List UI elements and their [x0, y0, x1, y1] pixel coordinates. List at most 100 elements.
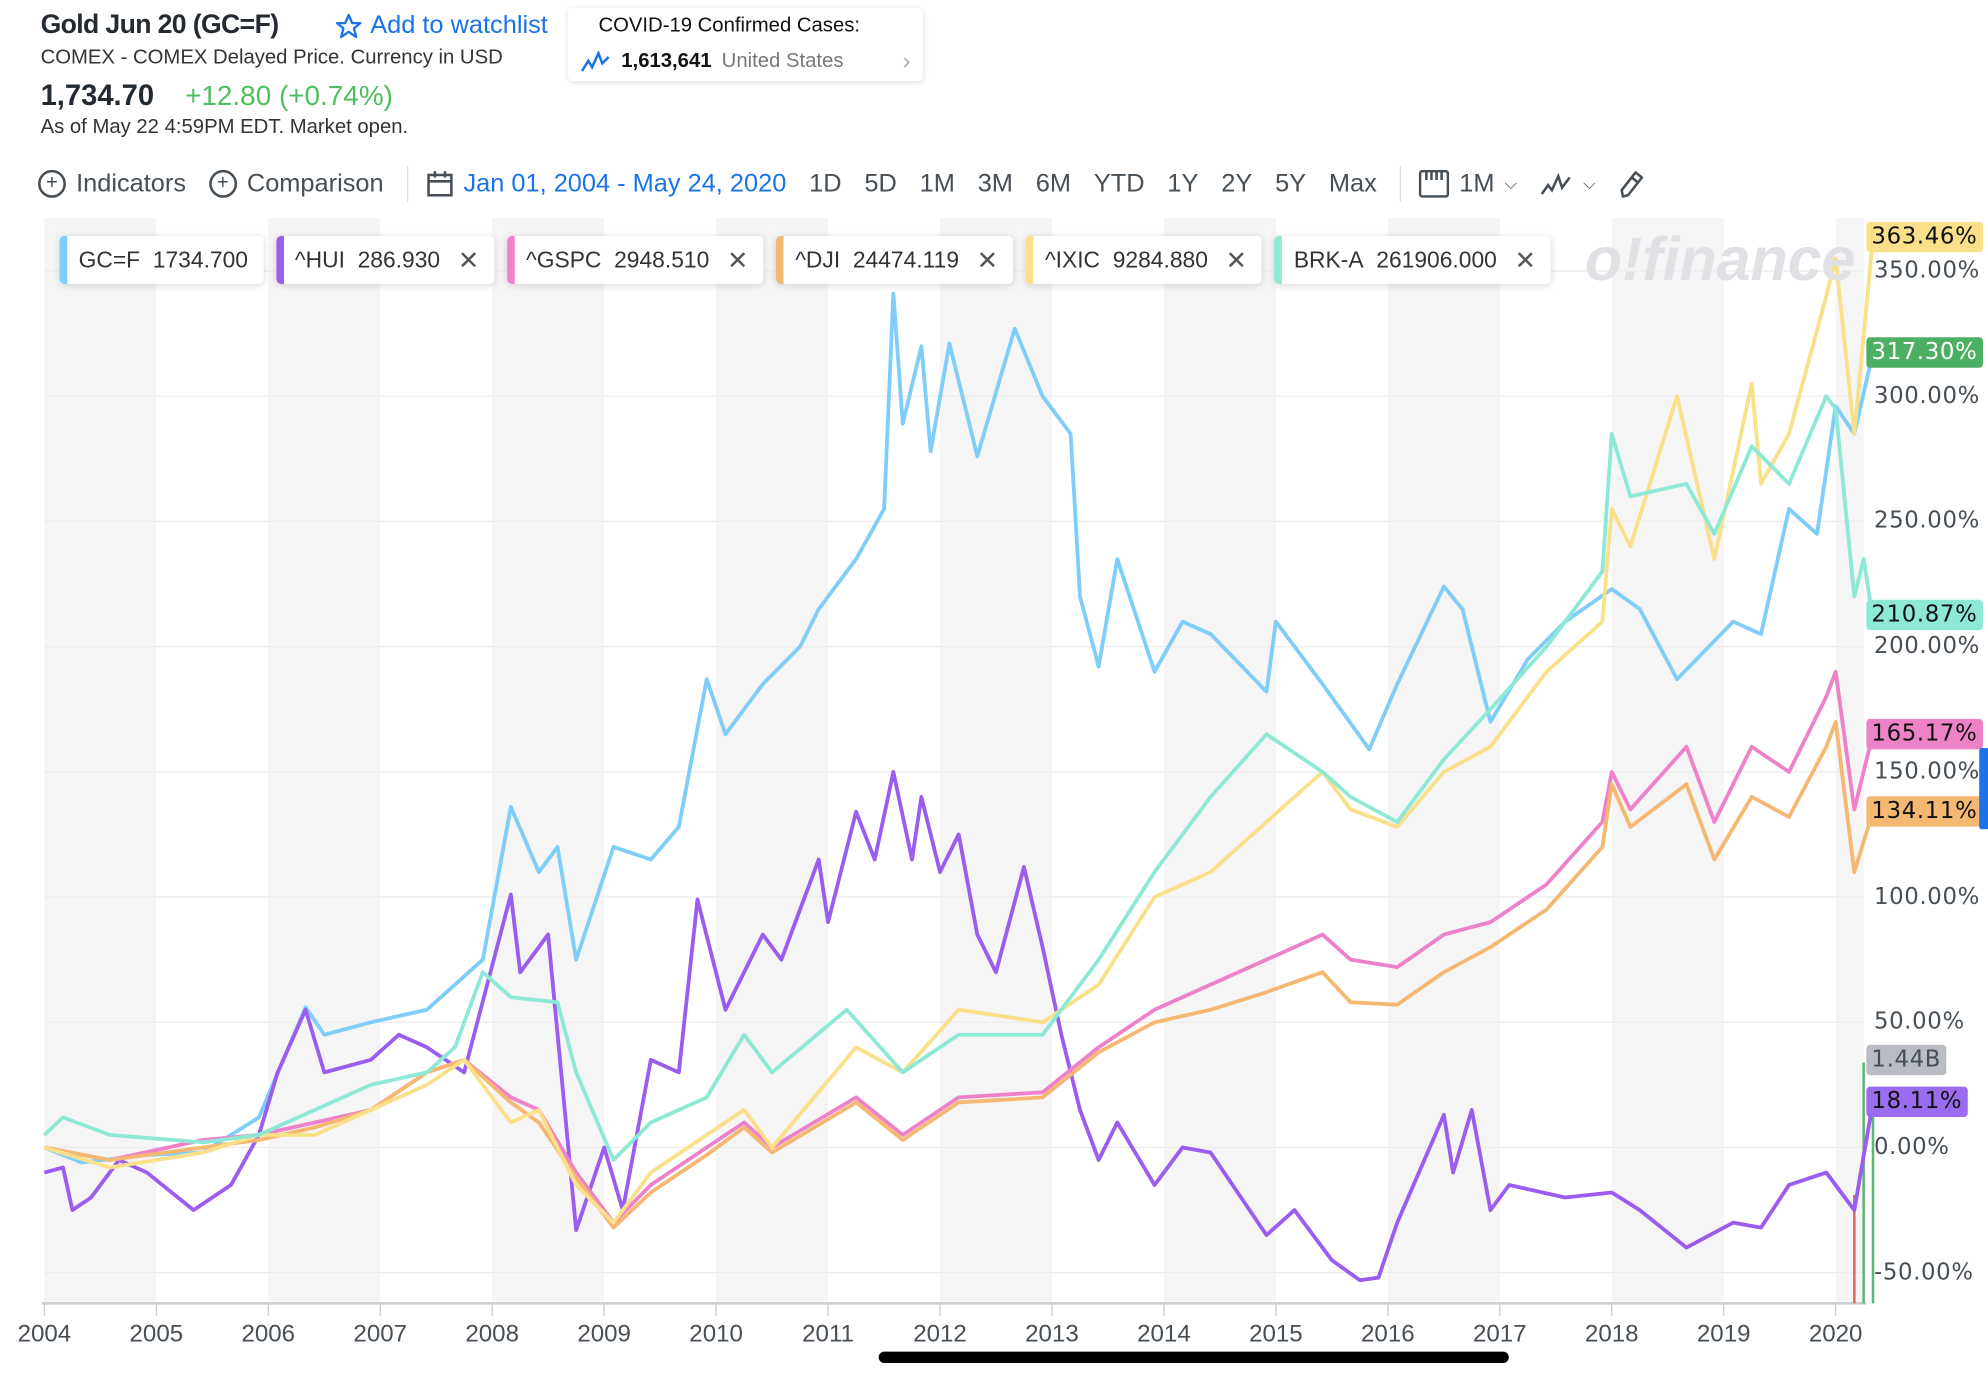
series-line-dji: [44, 719, 1875, 1230]
legend-chip-brka[interactable]: BRK-A 261906.000 ✕: [1274, 235, 1552, 285]
calendar-icon: [426, 171, 453, 197]
price-change: +12.80 (+0.74%): [185, 79, 393, 112]
y-tick-label: 100.00%: [1873, 883, 1980, 910]
chevron-down-icon: ⌵: [1504, 173, 1518, 193]
plus-circle-icon: +: [38, 169, 66, 198]
end-value-tag: 317.30%: [1866, 337, 1983, 369]
pencil-icon: [1620, 171, 1644, 198]
legend-label: ^GSPC 2948.510: [526, 246, 710, 272]
series-color-swatch: [776, 235, 784, 285]
end-value-tag: 363.46%: [1866, 222, 1983, 253]
legend-chip-gcf[interactable]: GC=F 1734.700: [59, 235, 264, 285]
trend-icon: [580, 50, 610, 72]
x-tick-label: 2017: [1472, 1321, 1527, 1348]
current-price: 1,734.70: [40, 78, 155, 112]
watchlist-label: Add to watchlist: [370, 11, 548, 40]
range-1y[interactable]: 1Y: [1167, 169, 1199, 198]
close-icon[interactable]: ✕: [1225, 246, 1247, 275]
y-tick-label: 50.00%: [1873, 1008, 1965, 1035]
range-2y[interactable]: 2Y: [1221, 169, 1253, 198]
comparison-button[interactable]: + Comparison: [208, 169, 384, 198]
x-tick-label: 2004: [17, 1321, 72, 1348]
interval-label: 1M: [1459, 169, 1495, 198]
divider: [1399, 166, 1401, 202]
legend-label: ^DJI 24474.119: [795, 246, 960, 272]
range-1d[interactable]: 1D: [809, 169, 842, 198]
candle-interval-icon: [1418, 169, 1450, 198]
end-value-tag: 18.11%: [1866, 1086, 1968, 1118]
series-color-swatch: [59, 235, 68, 285]
covid-widget[interactable]: COVID-19 Confirmed Cases: 1,613,641 Unit…: [568, 8, 923, 82]
interval-dropdown[interactable]: 1M ⌵: [1418, 169, 1518, 198]
year-band: [268, 218, 381, 1304]
range-5d[interactable]: 5D: [864, 169, 897, 198]
legend: GC=F 1734.700 ^HUI 286.930 ✕ ^GSPC 2948.510…: [59, 235, 1552, 285]
y-tick-label: 250.00%: [1873, 507, 1980, 535]
x-tick-label: 2012: [913, 1321, 967, 1348]
covid-country: United States: [721, 50, 844, 73]
comparison-label: Comparison: [246, 169, 384, 198]
star-icon: [335, 13, 362, 38]
range-max[interactable]: Max: [1328, 169, 1377, 198]
home-indicator: [878, 1351, 1509, 1363]
x-tick-label: 2009: [577, 1321, 631, 1348]
range-1m[interactable]: 1M: [919, 169, 955, 198]
series-color-swatch: [275, 235, 284, 285]
close-icon[interactable]: ✕: [457, 246, 480, 275]
series-line-brka: [43, 394, 1875, 1162]
close-icon[interactable]: ✕: [1514, 246, 1536, 275]
x-tick-label: 2008: [465, 1321, 519, 1348]
series-line-hui: [43, 769, 1875, 1283]
close-icon[interactable]: ✕: [976, 246, 999, 275]
date-range-button[interactable]: Jan 01, 2004 - May 24, 2020: [425, 169, 786, 198]
year-band: [716, 218, 829, 1304]
draw-tool-button[interactable]: [1618, 169, 1648, 199]
x-tick-label: 2020: [1808, 1321, 1863, 1348]
legend-chip-dji[interactable]: ^DJI 24474.119 ✕: [776, 235, 1014, 285]
y-axis-drag-handle[interactable]: [1979, 748, 1988, 830]
range-ytd[interactable]: YTD: [1093, 169, 1145, 198]
legend-label: GC=F 1734.700: [78, 246, 248, 272]
plus-circle-icon: +: [208, 169, 237, 198]
x-tick-label: 2019: [1696, 1321, 1751, 1348]
indicators-label: Indicators: [76, 169, 187, 198]
indicators-button[interactable]: + Indicators: [38, 169, 186, 198]
as-of-timestamp: As of May 22 4:59PM EDT. Market open.: [40, 116, 409, 139]
chevron-right-icon: ›: [902, 48, 911, 74]
covid-heading: COVID-19 Confirmed Cases:: [598, 15, 861, 37]
legend-label: ^HUI 286.930: [294, 246, 441, 272]
legend-chip-ixic[interactable]: ^IXIC 9284.880 ✕: [1025, 235, 1263, 285]
series-color-swatch: [507, 235, 515, 285]
add-to-watchlist-button[interactable]: Add to watchlist: [335, 11, 548, 40]
range-5y[interactable]: 5Y: [1275, 169, 1307, 198]
divider: [406, 166, 408, 202]
x-tick-label: 2015: [1249, 1321, 1303, 1348]
y-tick-label: 200.00%: [1873, 632, 1980, 660]
year-band: [44, 218, 157, 1304]
close-icon[interactable]: ✕: [727, 246, 749, 275]
range-6m[interactable]: 6M: [1035, 169, 1072, 198]
legend-label: ^IXIC 9284.880: [1044, 246, 1208, 272]
x-tick-label: 2018: [1584, 1321, 1639, 1348]
exchange-info: COMEX - COMEX Delayed Price. Currency in…: [40, 46, 503, 69]
chart-toolbar: + Indicators + Comparison Jan 01, 2004 - M…: [38, 165, 1672, 203]
y-tick-label: 300.00%: [1873, 382, 1980, 409]
y-tick-label: 0.00%: [1873, 1133, 1950, 1161]
chevron-down-icon: ⌵: [1583, 173, 1596, 193]
yahoo-finance-watermark: o!finance: [1584, 226, 1856, 295]
x-tick-label: 2007: [353, 1321, 408, 1348]
x-tick-label: 2011: [802, 1321, 854, 1348]
covid-count: 1,613,641: [621, 50, 712, 73]
y-tick-label: -50.00%: [1873, 1258, 1974, 1286]
legend-chip-gspc[interactable]: ^GSPC 2948.510 ✕: [507, 235, 764, 285]
end-value-tag: 165.17%: [1866, 718, 1983, 750]
year-band: [492, 218, 605, 1304]
end-value-tag: 1.44B: [1866, 1044, 1947, 1076]
range-3m[interactable]: 3M: [977, 169, 1013, 198]
chart-type-dropdown[interactable]: ⌵: [1540, 171, 1596, 196]
quote-title: Gold Jun 20 (GC=F): [40, 10, 280, 40]
legend-chip-hui[interactable]: ^HUI 286.930 ✕: [275, 235, 495, 285]
date-range-label: Jan 01, 2004 - May 24, 2020: [463, 169, 787, 198]
